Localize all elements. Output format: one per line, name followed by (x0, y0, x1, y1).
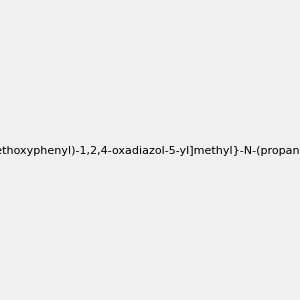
Text: 4-bromo-N-{[3-(3,4-dimethoxyphenyl)-1,2,4-oxadiazol-5-yl]methyl}-N-(propan-2-yl): 4-bromo-N-{[3-(3,4-dimethoxyphenyl)-1,2,… (0, 146, 300, 157)
